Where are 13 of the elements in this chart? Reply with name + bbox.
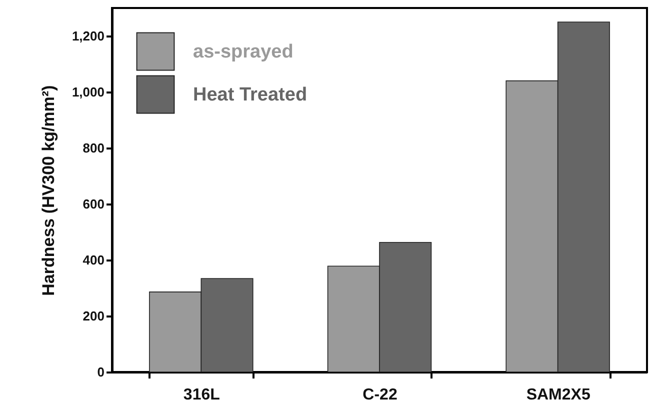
x-tick-label: 316L bbox=[183, 386, 220, 404]
x-tick-label: C-22 bbox=[362, 386, 398, 404]
y-tick-label: 800 bbox=[82, 140, 104, 156]
legend-label: Heat Treated bbox=[193, 84, 308, 106]
y-tick-label: 1,200 bbox=[72, 28, 104, 44]
legend-label: as-sprayed bbox=[193, 42, 294, 62]
y-tick-label: 0 bbox=[97, 364, 104, 380]
y-axis-title: Hardness (HV300 kg/mm²) bbox=[38, 85, 58, 296]
y-tick-label: 600 bbox=[82, 196, 104, 212]
y-tick-label: 200 bbox=[82, 308, 104, 324]
y-tick-label: 1,000 bbox=[72, 84, 104, 100]
y-tick-label: 400 bbox=[82, 252, 104, 268]
x-tick-label: SAM2X5 bbox=[526, 386, 590, 404]
